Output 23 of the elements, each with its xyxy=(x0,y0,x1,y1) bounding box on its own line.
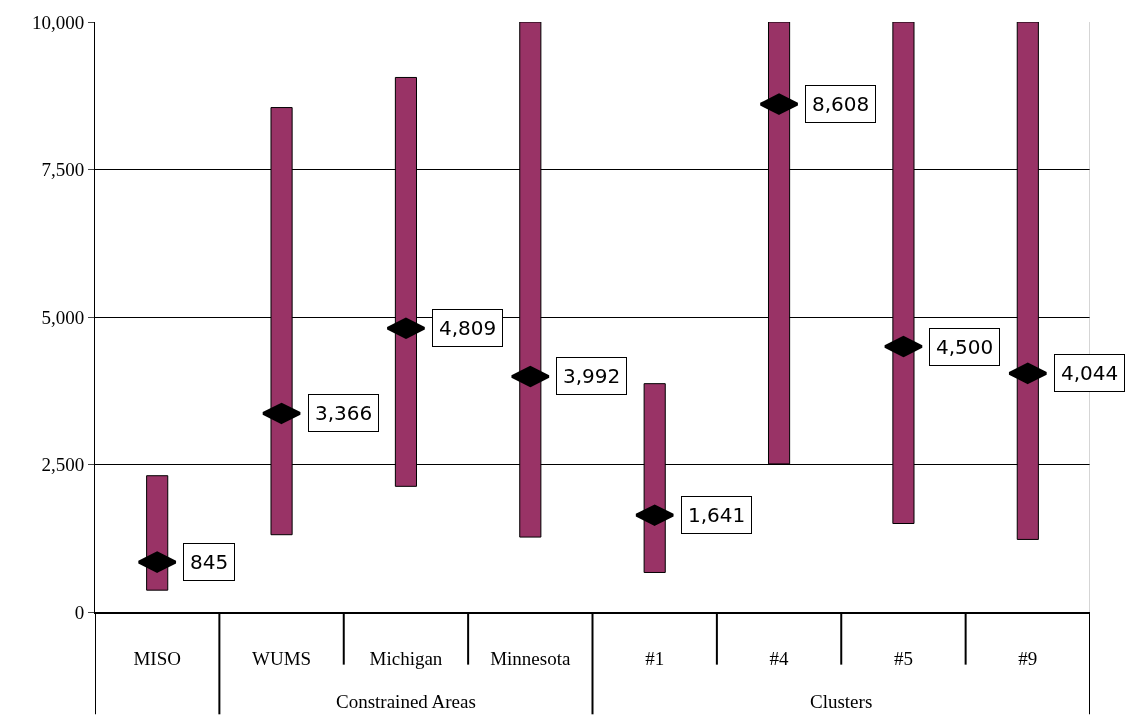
x-tick-label: Minnesota xyxy=(490,647,571,669)
x-tick-label: Michigan xyxy=(369,647,443,669)
x-tick-label: WUMS xyxy=(252,647,312,669)
data-label: 8,608 xyxy=(812,92,870,116)
x-tick-label: #5 xyxy=(893,647,913,669)
data-label: 3,992 xyxy=(563,364,621,388)
data-label: 845 xyxy=(190,550,229,574)
y-tick-label: 5,000 xyxy=(41,306,85,328)
text: Clusters xyxy=(810,691,873,712)
data-label: 4,044 xyxy=(1061,361,1119,385)
x-tick-label: MISO xyxy=(133,647,181,669)
data-label: 4,809 xyxy=(439,316,497,340)
data-label: 3,366 xyxy=(315,401,373,425)
x-tick-label: #9 xyxy=(1018,647,1038,669)
data-label: 4,500 xyxy=(936,335,994,359)
x-tick-label: #1 xyxy=(645,647,665,669)
x-tick-label: #4 xyxy=(769,647,790,669)
y-tick-label: 2,500 xyxy=(41,454,85,476)
text: Constrained Areas xyxy=(336,691,476,712)
data-label: 1,641 xyxy=(688,503,746,527)
y-tick-label: 10,000 xyxy=(31,11,85,33)
y-tick-label: 7,500 xyxy=(41,159,85,181)
y-tick-label: 0 xyxy=(74,601,85,623)
